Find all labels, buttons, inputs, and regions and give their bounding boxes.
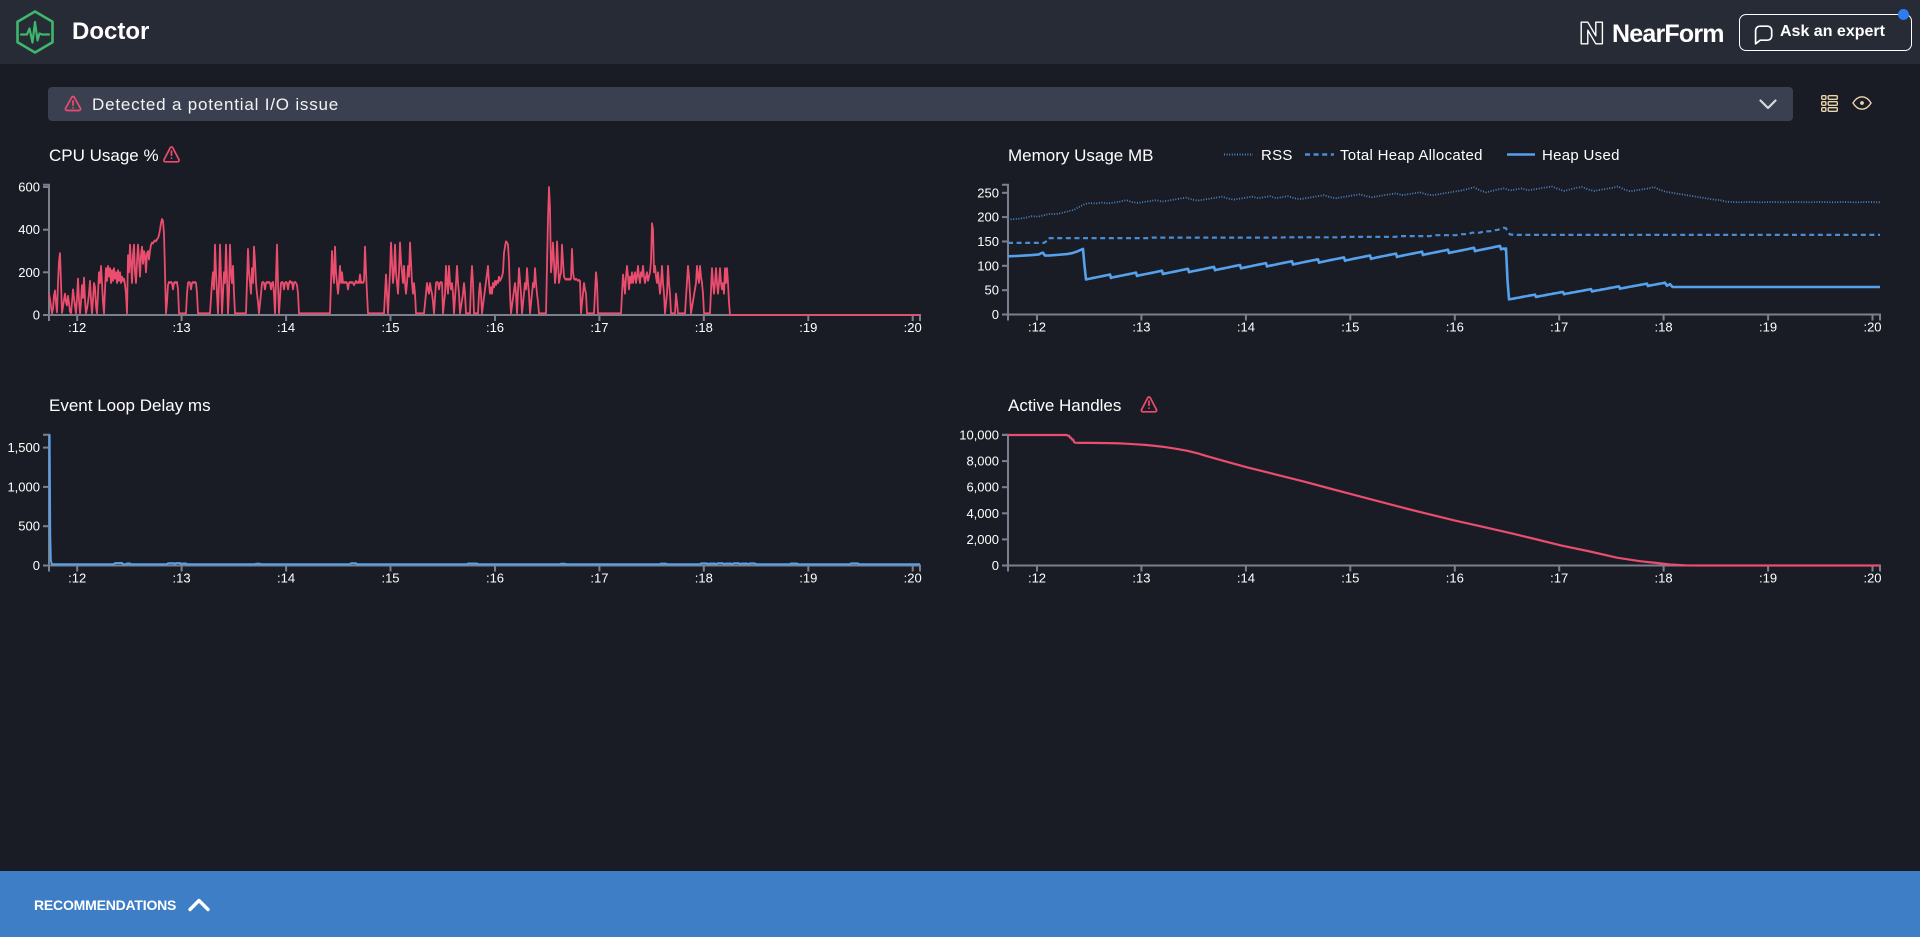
- svg-text:0: 0: [33, 308, 40, 323]
- svg-text:CPU Usage %: CPU Usage %: [49, 146, 159, 165]
- svg-text:4,000: 4,000: [966, 506, 999, 521]
- svg-text:2,000: 2,000: [966, 532, 999, 547]
- svg-text::14: :14: [1237, 571, 1255, 586]
- svg-text:Heap Used: Heap Used: [1542, 147, 1620, 164]
- svg-text:8,000: 8,000: [966, 454, 999, 469]
- svg-text::13: :13: [173, 571, 191, 586]
- svg-text::14: :14: [277, 571, 295, 586]
- svg-text::14: :14: [277, 320, 295, 335]
- svg-text:50: 50: [985, 283, 999, 298]
- svg-text::14: :14: [1237, 320, 1255, 335]
- svg-text::18: :18: [695, 571, 713, 586]
- svg-text:Event Loop Delay ms: Event Loop Delay ms: [49, 396, 211, 415]
- svg-text::20: :20: [1863, 571, 1881, 586]
- svg-text:150: 150: [977, 234, 999, 249]
- svg-text::12: :12: [1028, 571, 1046, 586]
- svg-text::19: :19: [1759, 571, 1777, 586]
- svg-text::18: :18: [695, 320, 713, 335]
- svg-text::17: :17: [1550, 320, 1568, 335]
- svg-text::16: :16: [1446, 320, 1464, 335]
- svg-text:250: 250: [977, 185, 999, 200]
- svg-text::20: :20: [904, 320, 922, 335]
- svg-text::12: :12: [68, 320, 86, 335]
- svg-text:200: 200: [18, 265, 40, 280]
- svg-text::15: :15: [381, 320, 399, 335]
- svg-text::17: :17: [590, 571, 608, 586]
- svg-text::15: :15: [381, 571, 399, 586]
- svg-text::19: :19: [799, 571, 817, 586]
- svg-text:10,000: 10,000: [959, 428, 999, 443]
- svg-text:0: 0: [992, 558, 999, 573]
- svg-text::15: :15: [1341, 320, 1359, 335]
- svg-text::19: :19: [799, 320, 817, 335]
- svg-text:200: 200: [977, 210, 999, 225]
- svg-text::16: :16: [486, 571, 504, 586]
- svg-text:600: 600: [18, 180, 40, 195]
- svg-text:RSS: RSS: [1261, 147, 1293, 164]
- svg-text::20: :20: [1863, 320, 1881, 335]
- svg-text:6,000: 6,000: [966, 480, 999, 495]
- svg-text:400: 400: [18, 222, 40, 237]
- svg-text:Total Heap Allocated: Total Heap Allocated: [1340, 147, 1483, 164]
- svg-text:Active Handles: Active Handles: [1008, 396, 1121, 415]
- svg-text::18: :18: [1655, 320, 1673, 335]
- svg-text:1,000: 1,000: [7, 479, 40, 494]
- svg-text::17: :17: [1550, 571, 1568, 586]
- svg-text::20: :20: [904, 571, 922, 586]
- svg-text::17: :17: [590, 320, 608, 335]
- svg-text::16: :16: [486, 320, 504, 335]
- svg-text:Memory Usage MB: Memory Usage MB: [1008, 146, 1153, 165]
- svg-text::13: :13: [173, 320, 191, 335]
- svg-text::18: :18: [1655, 571, 1673, 586]
- svg-text:1,500: 1,500: [7, 440, 40, 455]
- svg-text::12: :12: [1028, 320, 1046, 335]
- svg-text:0: 0: [992, 307, 999, 322]
- svg-text::12: :12: [68, 571, 86, 586]
- svg-text:500: 500: [18, 519, 40, 534]
- svg-text::15: :15: [1341, 571, 1359, 586]
- svg-text::16: :16: [1446, 571, 1464, 586]
- svg-text::13: :13: [1132, 320, 1150, 335]
- svg-text::13: :13: [1132, 571, 1150, 586]
- svg-text::19: :19: [1759, 320, 1777, 335]
- svg-text:100: 100: [977, 258, 999, 273]
- svg-text:0: 0: [33, 558, 40, 573]
